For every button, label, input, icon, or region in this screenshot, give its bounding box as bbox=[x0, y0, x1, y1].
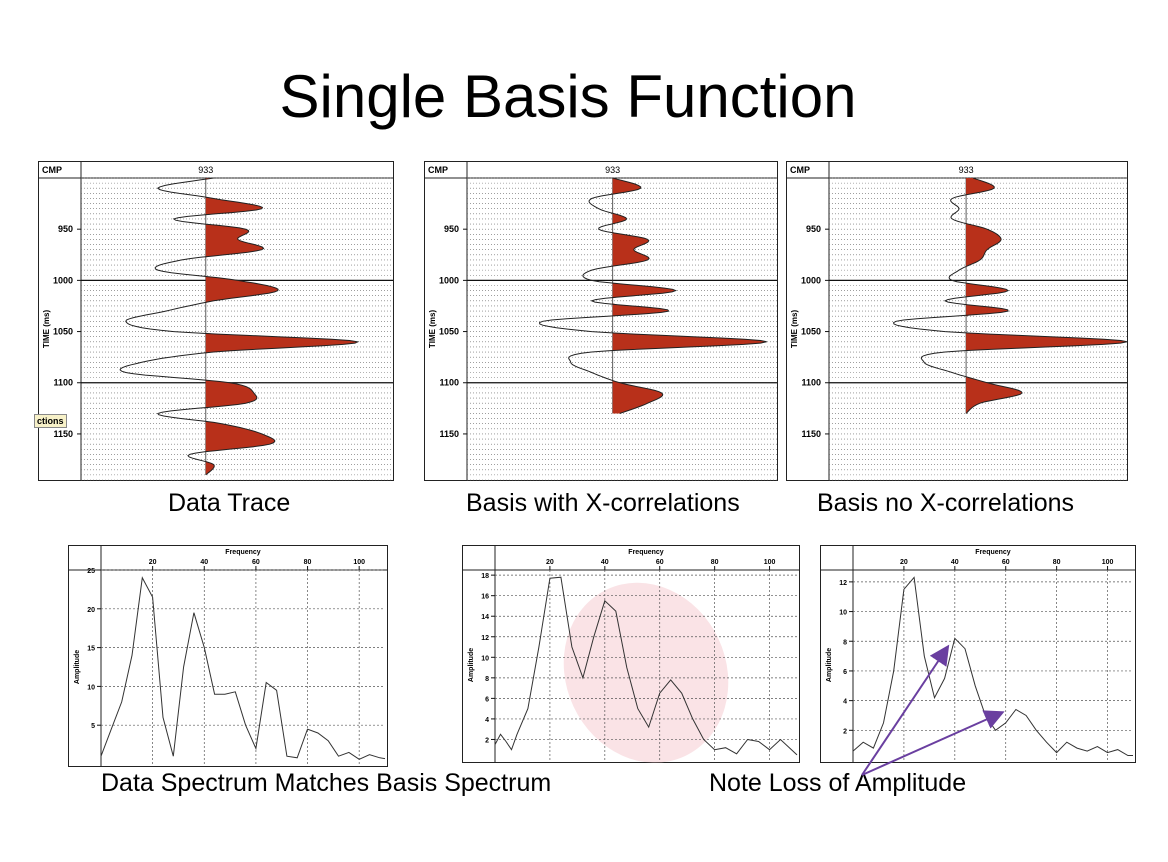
x-axis-label: Frequency bbox=[628, 549, 664, 556]
y-tick-label: 18 bbox=[481, 573, 489, 580]
grid bbox=[853, 570, 1133, 760]
y-axis-label: TIME (ms) bbox=[790, 310, 799, 349]
y-tick-label: 14 bbox=[481, 614, 489, 621]
spectrum-line bbox=[852, 576, 1133, 756]
y-tick-label: 4 bbox=[843, 699, 847, 706]
x-tick-label: 20 bbox=[900, 559, 908, 566]
cmp-label: CMP bbox=[428, 165, 448, 175]
y-tick-label: 2 bbox=[485, 737, 489, 744]
arrow-to-peak-60 bbox=[861, 710, 1005, 776]
y-axis-label: Amplitude bbox=[468, 648, 475, 682]
spectrum-line bbox=[494, 576, 798, 756]
trace-svg: 950 1000 1050 1100 1150 TIME (ms) CMP 933 bbox=[425, 162, 777, 481]
x-tick-label: 20 bbox=[149, 559, 157, 566]
spectrum-svg: 20 40 60 80 100 5 10 15 20 25 Frequency Amplitude bbox=[69, 546, 387, 766]
trace-number-label: 933 bbox=[959, 165, 974, 175]
caption-basis-noxcorr: Basis no X-correlations bbox=[817, 489, 1075, 517]
y-tick-label: 10 bbox=[87, 684, 95, 691]
y-tick-label: 1000 bbox=[439, 275, 459, 285]
spectrum-panel-basis-xcorr: 20 40 60 80 100 2 4 6 8 10 12 14 16 18 Frequency Amplit… bbox=[462, 545, 800, 763]
y-tick-label: 20 bbox=[87, 607, 95, 614]
x-tick-label: 100 bbox=[1102, 559, 1114, 566]
y-tick-label: 1050 bbox=[801, 327, 821, 337]
x-tick-label: 40 bbox=[951, 559, 959, 566]
trace-svg: 950 1000 1050 1100 1150 TIME (ms) CMP 933 bbox=[787, 162, 1128, 481]
trace-wiggle-line bbox=[539, 177, 767, 414]
x-tick-label: 40 bbox=[601, 559, 609, 566]
x-tick-label: 80 bbox=[1053, 559, 1061, 566]
trace-wiggle-line bbox=[119, 177, 360, 476]
caption-data-trace: Data Trace bbox=[168, 489, 291, 517]
y-tick-label: 1100 bbox=[801, 378, 821, 388]
x-axis-label: Frequency bbox=[975, 549, 1011, 556]
spectrum-panel-basis-noxcorr: 20 40 60 80 100 2 4 6 8 10 12 Frequency Amplitude bbox=[820, 545, 1136, 763]
y-tick-label: 12 bbox=[839, 580, 847, 587]
x-tick-label: 60 bbox=[656, 559, 664, 566]
x-tick-label: 60 bbox=[1002, 559, 1010, 566]
cmp-label: CMP bbox=[42, 165, 62, 175]
y-tick-label: 1000 bbox=[801, 275, 821, 285]
trace-wiggle-line bbox=[893, 177, 1128, 414]
caption-spectrum-match: Data Spectrum Matches Basis Spectrum bbox=[101, 769, 552, 797]
y-tick-label: 16 bbox=[481, 594, 489, 601]
y-tick-label: 10 bbox=[839, 610, 847, 617]
x-tick-label: 60 bbox=[252, 559, 260, 566]
y-tick-label: 2 bbox=[843, 728, 847, 735]
y-axis-label: Amplitude bbox=[74, 650, 81, 684]
spectrum-svg: 20 40 60 80 100 2 4 6 8 10 12 Frequency Amplitude bbox=[821, 546, 1135, 762]
x-axis-label: Frequency bbox=[225, 549, 261, 556]
spectrum-panel-data: 20 40 60 80 100 5 10 15 20 25 Frequency Amplitude bbox=[68, 545, 388, 767]
y-axis-label: TIME (ms) bbox=[42, 310, 51, 349]
y-axis-label: Amplitude bbox=[826, 648, 833, 682]
trace-number-label: 933 bbox=[605, 165, 620, 175]
trace-panel-basis-noxcorr: 950 1000 1050 1100 1150 TIME (ms) CMP 933 bbox=[786, 161, 1128, 481]
y-tick-label: 25 bbox=[87, 568, 95, 575]
y-tick-label: 1050 bbox=[53, 327, 73, 337]
y-tick-label: 8 bbox=[843, 639, 847, 646]
trace-positive-fill bbox=[612, 178, 767, 414]
slide-title: Single Basis Function bbox=[279, 63, 857, 130]
trace-positive-fill bbox=[966, 178, 1128, 414]
y-tick-label: 950 bbox=[806, 224, 821, 234]
y-tick-label: 4 bbox=[485, 717, 489, 724]
y-tick-label: 1100 bbox=[53, 378, 73, 388]
spectrum-line bbox=[100, 576, 386, 760]
y-tick-label: 12 bbox=[481, 635, 489, 642]
caption-basis-xcorr: Basis with X-correlations bbox=[466, 489, 740, 517]
y-tick-label: 1150 bbox=[53, 429, 73, 439]
x-tick-label: 40 bbox=[200, 559, 208, 566]
y-tick-label: 950 bbox=[58, 224, 73, 234]
caption-loss-of-amplitude: Note Loss of Amplitude bbox=[709, 769, 967, 797]
y-tick-label: 950 bbox=[444, 224, 459, 234]
x-tick-label: 80 bbox=[711, 559, 719, 566]
x-tick-label: 80 bbox=[304, 559, 312, 566]
x-tick-label: 100 bbox=[353, 559, 365, 566]
x-tick-label: 100 bbox=[764, 559, 776, 566]
y-tick-label: 1100 bbox=[439, 378, 459, 388]
trace-number-label: 933 bbox=[198, 165, 213, 175]
cmp-label: CMP bbox=[790, 165, 810, 175]
spectrum-svg: 20 40 60 80 100 2 4 6 8 10 12 14 16 18 Frequency Amplit… bbox=[463, 546, 799, 763]
y-tick-label: 5 bbox=[91, 723, 95, 730]
y-tick-label: 6 bbox=[843, 669, 847, 676]
y-tick-label: 1050 bbox=[439, 327, 459, 337]
y-tick-label: 1150 bbox=[439, 429, 459, 439]
y-tick-label: 6 bbox=[485, 696, 489, 703]
y-axis-label: TIME (ms) bbox=[428, 310, 437, 349]
y-tick-label: 15 bbox=[87, 646, 95, 653]
y-tick-label: 10 bbox=[481, 655, 489, 662]
x-tick-label: 20 bbox=[546, 559, 554, 566]
arrow-to-peak-40 bbox=[861, 644, 950, 776]
grid bbox=[101, 569, 385, 764]
trace-panel-basis-xcorr: 950 1000 1050 1100 1150 TIME (ms) CMP 933 bbox=[424, 161, 778, 481]
trace-svg: 950 1000 1050 1100 1150 TIME (ms) CMP 933 bbox=[39, 162, 393, 481]
tooltip-tag: ctions bbox=[34, 414, 67, 428]
trace-panel-data: 950 1000 1050 1100 1150 TIME (ms) CMP 933 bbox=[38, 161, 394, 481]
y-tick-label: 1000 bbox=[53, 275, 73, 285]
y-tick-label: 8 bbox=[485, 676, 489, 683]
y-tick-label: 1150 bbox=[801, 429, 821, 439]
